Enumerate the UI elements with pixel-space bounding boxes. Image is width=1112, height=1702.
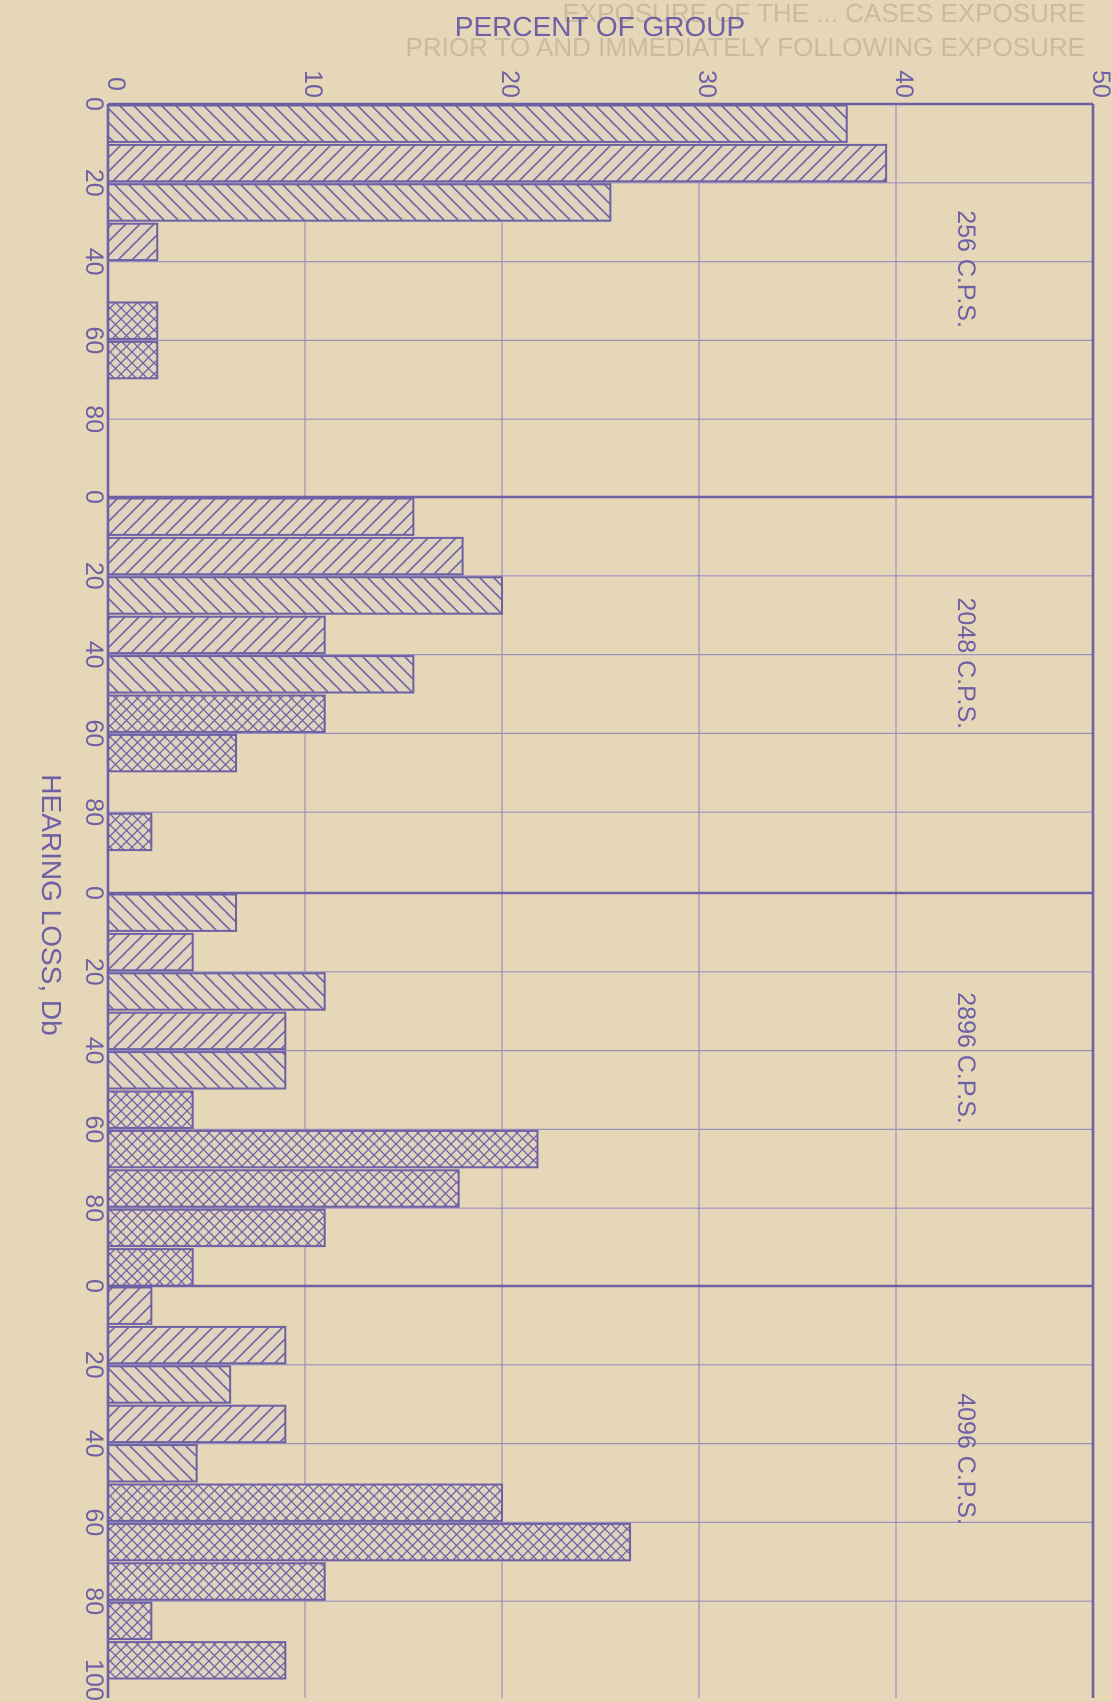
bar-p1-60 [107, 733, 238, 773]
y-tick-label-p3-100: 100 [80, 1659, 108, 1701]
bar-p0-10 [107, 143, 888, 183]
bar-p3-80 [107, 1601, 153, 1641]
header-text-line-2: PRIOR TO AND IMMEDIATELY FOLLOWING EXPOS… [405, 32, 1085, 62]
bar-p1-50 [107, 694, 326, 733]
bar-p0-0 [107, 104, 848, 143]
bar-p3-0 [107, 1286, 153, 1325]
panel-label-2: 2896 C.P.S. [952, 992, 980, 1124]
panel-label-1: 2048 C.P.S. [952, 598, 980, 730]
header-text-line-1: EXPOSURE OF THE ... CASES EXPOSURE [562, 0, 1085, 28]
frame-layer [106, 102, 1095, 1698]
bar-p0-50 [107, 301, 159, 340]
panel-label-0: 256 C.P.S. [952, 210, 980, 328]
bar-p3-30 [107, 1404, 287, 1444]
y-tick-label-p1-0: 0 [80, 490, 108, 504]
panel-labels: 256 C.P.S. 2048 C.P.S. 2896 C.P.S. 4096 C.P… [952, 210, 980, 1525]
bar-p3-20 [107, 1365, 232, 1404]
y-tick-label-p1-80: 80 [80, 798, 108, 826]
bar-p2-30 [107, 1011, 287, 1051]
y-tick-label-p0-40: 40 [80, 248, 108, 276]
bars-layer [107, 104, 888, 1680]
x-tick-labels: 0 10 20 30 40 50 [102, 70, 1112, 98]
bar-p2-80 [107, 1208, 326, 1248]
bar-p0-30 [107, 222, 159, 262]
bar-p2-0 [107, 893, 238, 932]
panel-label-3: 4096 C.P.S. [952, 1393, 980, 1525]
y-tick-label-p2-60: 60 [80, 1115, 108, 1143]
bar-p1-30 [107, 615, 326, 655]
bar-p1-80 [107, 812, 153, 852]
bar-p3-10 [107, 1325, 287, 1365]
x-tick-label-40: 40 [890, 70, 918, 98]
y-axis-title: HEARING LOSS, Db [36, 774, 67, 1035]
grid-layer [108, 104, 1094, 1698]
y-tick-label-p2-80: 80 [80, 1194, 108, 1222]
bar-p2-70 [107, 1169, 460, 1208]
x-tick-label-30: 30 [693, 70, 721, 98]
bar-p3-50 [107, 1483, 503, 1522]
x-tick-label-10: 10 [299, 70, 327, 98]
bar-p1-20 [107, 576, 503, 615]
bar-p3-40 [107, 1444, 198, 1483]
bar-p1-40 [107, 655, 415, 694]
y-tick-label-p0-0: 0 [80, 97, 108, 111]
bar-p0-60 [107, 340, 159, 380]
bar-p2-40 [107, 1051, 287, 1090]
bar-p2-50 [107, 1090, 194, 1129]
bar-p3-90 [107, 1641, 287, 1680]
bar-p2-10 [107, 932, 194, 972]
bar-p1-0 [107, 497, 415, 536]
y-tick-label-p1-60: 60 [80, 719, 108, 747]
y-tick-label-p2-0: 0 [80, 886, 108, 900]
y-tick-label-p1-20: 20 [80, 562, 108, 590]
bar-p2-60 [107, 1129, 539, 1169]
bar-p2-90 [107, 1248, 194, 1287]
y-tick-label-p2-20: 20 [80, 958, 108, 986]
y-tick-label-p0-20: 20 [80, 169, 108, 197]
y-tick-label-p3-40: 40 [80, 1430, 108, 1458]
y-tick-label-p3-80: 80 [80, 1587, 108, 1615]
bar-p3-70 [107, 1562, 326, 1601]
x-tick-label-20: 20 [496, 70, 524, 98]
x-axis-title: PERCENT OF GROUP [455, 11, 745, 42]
y-tick-labels: 0 20 40 60 80 0 20 40 60 80 0 20 40 60 80 0 20 40 60 80 100 [80, 97, 108, 1701]
bar-p0-20 [107, 183, 612, 222]
y-tick-label-p3-20: 20 [80, 1351, 108, 1379]
y-tick-label-p1-40: 40 [80, 641, 108, 669]
bar-p2-20 [107, 972, 326, 1011]
y-tick-label-p2-40: 40 [80, 1037, 108, 1065]
bar-p3-60 [107, 1522, 632, 1562]
y-tick-label-p0-60: 60 [80, 326, 108, 354]
y-tick-label-p3-0: 0 [80, 1279, 108, 1293]
x-tick-label-50: 50 [1087, 70, 1112, 98]
y-tick-label-p0-80: 80 [80, 405, 108, 433]
y-tick-label-p3-60: 60 [80, 1508, 108, 1536]
x-tick-label-0: 0 [102, 77, 130, 91]
bar-p1-10 [107, 536, 464, 576]
